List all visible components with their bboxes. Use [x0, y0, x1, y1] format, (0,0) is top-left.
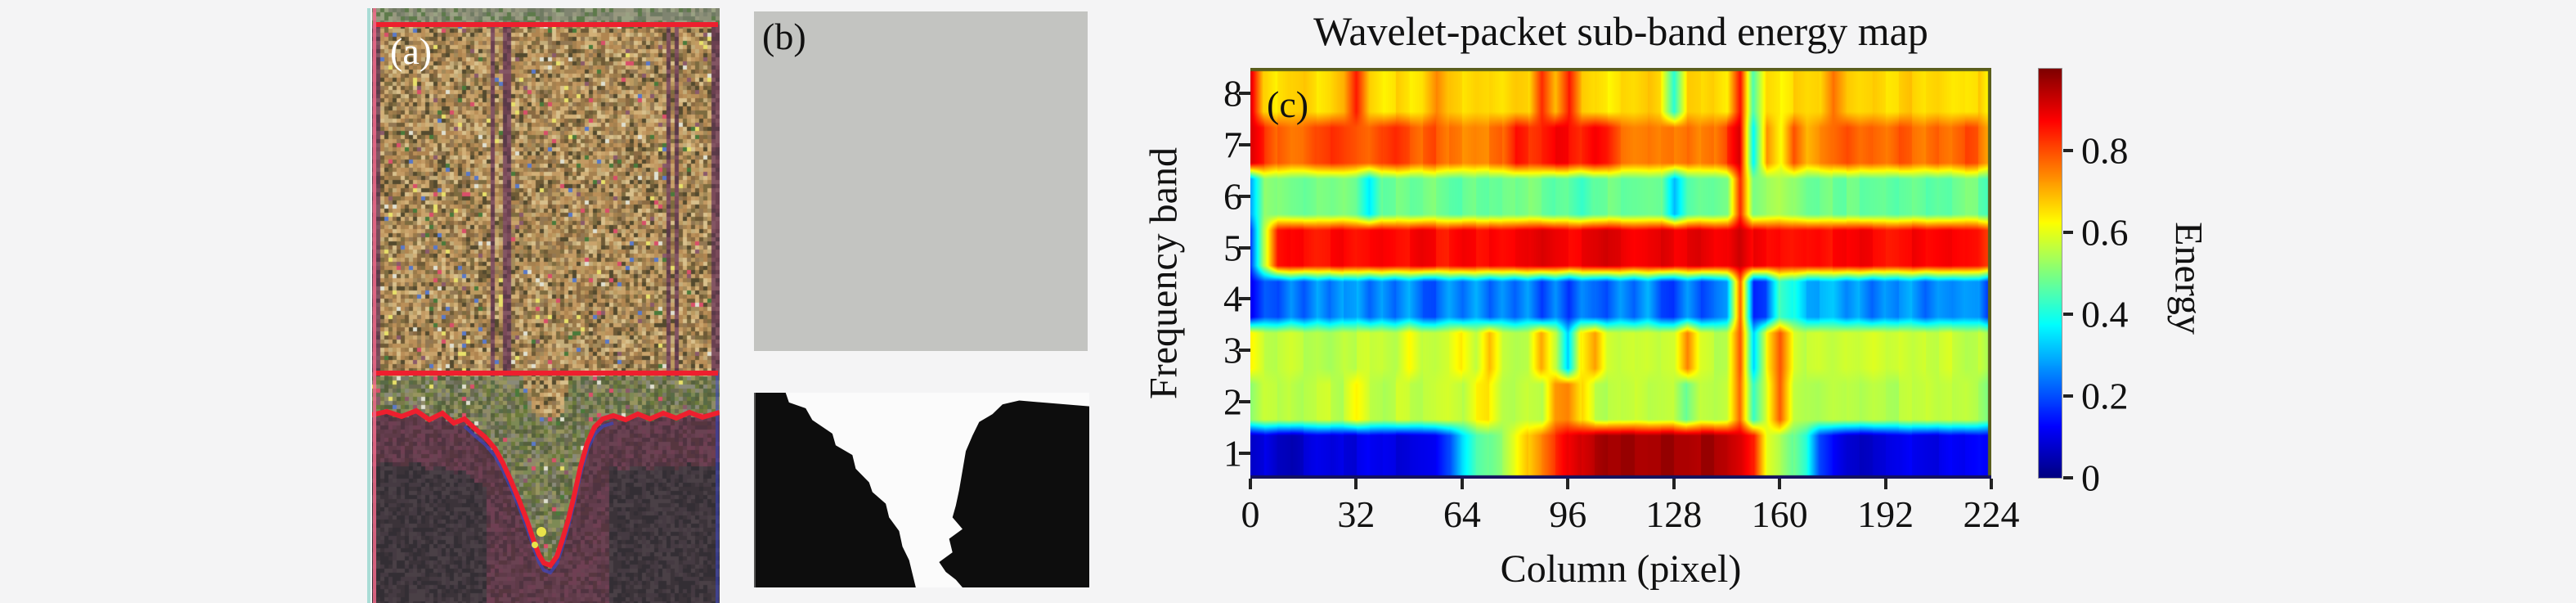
y-tick-label: 5: [1223, 227, 1242, 269]
colorbar-tick-label: 0.8: [2081, 129, 2129, 172]
x-tick-mark: [1460, 479, 1464, 489]
gray-patch-panel: (b): [754, 11, 1088, 351]
mask-right-black-region: [939, 400, 1089, 587]
y-tick-label: 4: [1223, 277, 1242, 320]
binary-mask-panel: [754, 393, 1089, 587]
y-tick-mark: [1239, 297, 1250, 301]
x-tick-label: 32: [1337, 493, 1376, 535]
bright-speck: [532, 542, 538, 548]
weld-photo-panel: (a): [372, 8, 720, 603]
y-tick-label: 1: [1223, 432, 1242, 475]
colorbar-tick-label: 0.4: [2081, 293, 2129, 335]
colorbar-tick-mark: [2063, 231, 2073, 234]
chart-title: Wavelet-packet sub-band energy map: [1313, 8, 1928, 54]
x-axis-title: Column (pixel): [1500, 547, 1742, 591]
x-tick-mark: [1249, 479, 1252, 489]
y-tick-mark: [1239, 245, 1250, 250]
x-tick-mark: [1566, 479, 1570, 489]
x-tick-label: 128: [1645, 493, 1703, 535]
mask-left-black-region: [756, 393, 916, 587]
y-tick-mark: [1239, 92, 1250, 96]
x-tick-mark: [1778, 479, 1782, 489]
x-tick-mark: [1672, 479, 1676, 489]
colorbar-tick-mark: [2063, 476, 2073, 479]
x-tick-label: 224: [1963, 493, 2020, 535]
panel-a-label: (a): [390, 30, 433, 72]
x-tick-label: 64: [1443, 493, 1481, 535]
y-tick-mark: [1239, 451, 1250, 455]
y-tick-label: 3: [1223, 329, 1242, 371]
panel-c-label: (c): [1267, 83, 1309, 125]
y-tick-label: 6: [1223, 175, 1242, 218]
y-axis-title: Frequency band: [1142, 147, 1186, 399]
y-tick-label: 7: [1223, 124, 1242, 166]
bright-speck: [536, 527, 546, 537]
weld-photo-texture: [372, 8, 720, 603]
y-tick-label: 8: [1223, 72, 1242, 115]
y-tick-mark: [1239, 143, 1250, 147]
x-tick-mark: [1883, 479, 1887, 489]
colorbar-tick-mark: [2063, 394, 2073, 398]
x-tick-label: 96: [1549, 493, 1587, 535]
colorbar-gradient: [2039, 69, 2062, 478]
contour-line: [372, 407, 720, 569]
x-tick-label: 192: [1857, 493, 1914, 535]
y-tick-label: 2: [1223, 380, 1242, 423]
colorbar-title: Energy: [2166, 222, 2210, 335]
panel-a-cyan-edge-line: [367, 8, 370, 603]
y-tick-mark: [1239, 349, 1250, 353]
binary-mask-shape: [756, 393, 1089, 587]
colorbar-tick-mark: [2063, 149, 2073, 152]
x-tick-label: 160: [1751, 493, 1808, 535]
colorbar-tick-mark: [2063, 313, 2073, 316]
x-tick-mark: [1354, 479, 1358, 489]
colorbar: 0 0.2 0.4 0.6 0.8: [2038, 68, 2129, 499]
x-tick-label: 0: [1241, 493, 1260, 535]
weld-contour-overlay: [372, 8, 720, 603]
y-tick-mark: [1239, 399, 1250, 403]
colorbar-tick-label: 0: [2081, 457, 2100, 499]
colorbar-tick-label: 0.2: [2081, 375, 2129, 417]
colorbar-tick-label: 0.6: [2081, 211, 2129, 254]
heatmap-image: [1250, 68, 1991, 479]
panel-b-label: (b): [762, 16, 806, 57]
y-tick-mark: [1239, 194, 1250, 198]
x-tick-mark: [1990, 479, 1993, 489]
